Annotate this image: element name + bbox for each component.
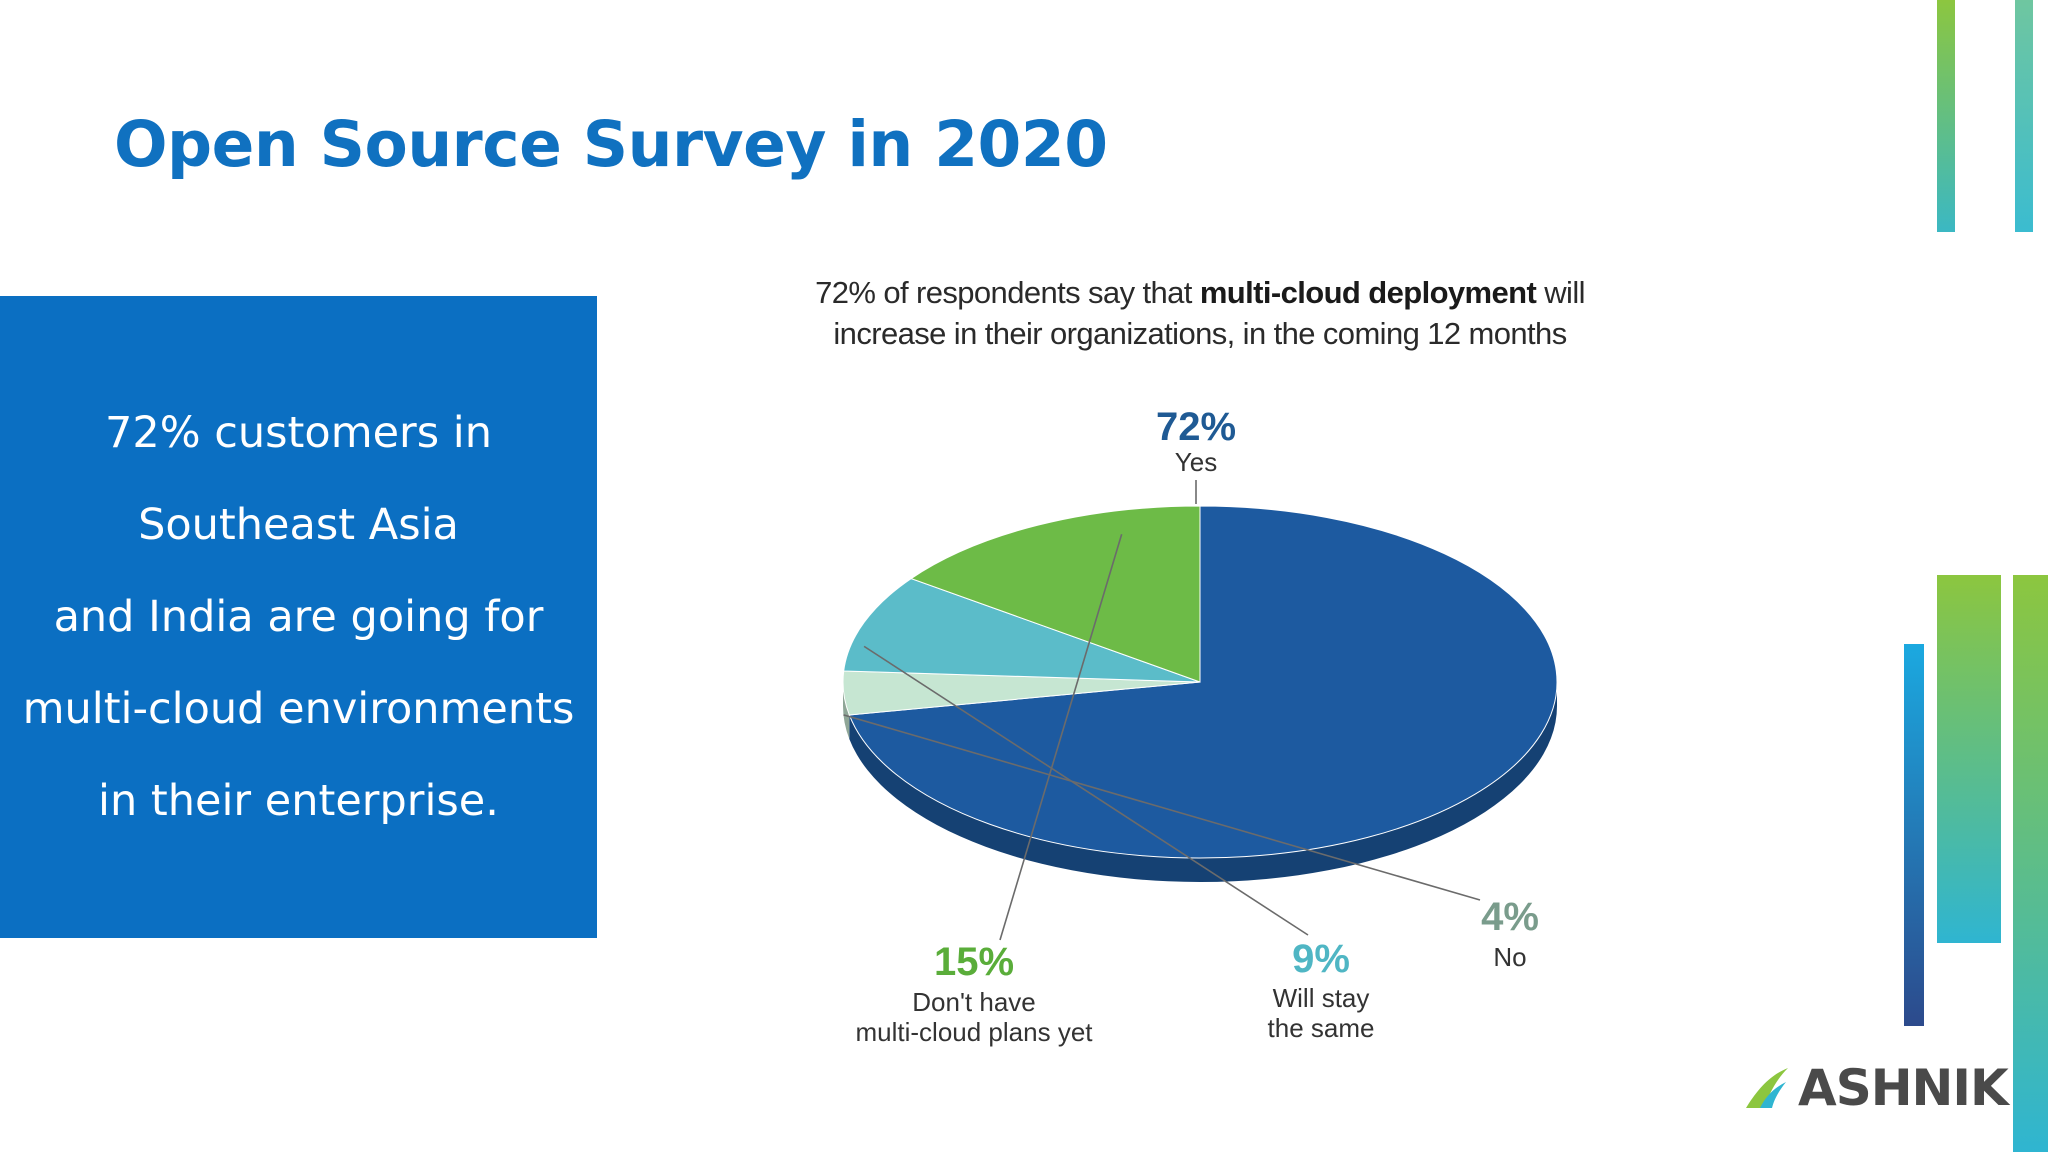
chart-title-pre: 72% of respondents say that: [815, 275, 1200, 310]
chart-title: 72% of respondents say that multi-cloud …: [700, 272, 1700, 354]
deco-bar-right-edge: [2013, 575, 2048, 1152]
pie-slice-0: [848, 505, 1558, 859]
callout-line: and India are going for: [53, 592, 544, 642]
callout-line: in their enterprise.: [98, 776, 499, 826]
callout-line: Southeast Asia: [138, 500, 459, 550]
pie-side-1: [843, 682, 850, 739]
pie-slice-2: [843, 577, 1201, 683]
data-label-pct-3: 15%: [934, 940, 1014, 984]
data-label-pct-0: 72%: [1156, 405, 1236, 449]
leader-line-1: [843, 714, 1481, 901]
leader-line-3: [999, 534, 1123, 941]
logo-text: ASHNIK: [1798, 1059, 2009, 1117]
chart-title-bold: multi-cloud deployment: [1199, 275, 1537, 310]
callout-line: 72% customers in: [105, 408, 492, 458]
data-label-text-2: the same: [1268, 1013, 1375, 1043]
callout-line: multi-cloud environments: [22, 684, 575, 734]
chart-title-post: will: [1536, 275, 1585, 310]
callout-box: 72% customers in Southeast Asia and Indi…: [0, 296, 597, 938]
slide-title: Open Source Survey in 2020: [114, 108, 1108, 181]
pie-side-walls: [843, 682, 1557, 883]
data-label-text-1: No: [1493, 942, 1526, 972]
bird-icon: [1746, 1068, 1788, 1108]
pie-slice-3: [910, 505, 1201, 683]
deco-bar-teal-top: [2015, 0, 2033, 232]
data-label-pct-1: 4%: [1481, 895, 1539, 939]
leader-line-2: [863, 645, 1309, 936]
data-label-text-3: Don't have: [912, 987, 1036, 1017]
ashnik-logo: ASHNIK: [1742, 1058, 2009, 1118]
data-label-text-2: Will stay: [1273, 983, 1370, 1013]
data-label-pct-2: 9%: [1292, 937, 1350, 981]
data-label-text-0: Yes: [1175, 447, 1217, 477]
deco-bar-green-right: [1937, 575, 2001, 943]
data-label-text-3: multi-cloud plans yet: [856, 1017, 1094, 1047]
deco-bar-blue: [1904, 644, 1924, 1026]
chart-title-line2: increase in their organizations, in the …: [833, 316, 1567, 351]
deco-bar-green-top: [1937, 0, 1955, 232]
